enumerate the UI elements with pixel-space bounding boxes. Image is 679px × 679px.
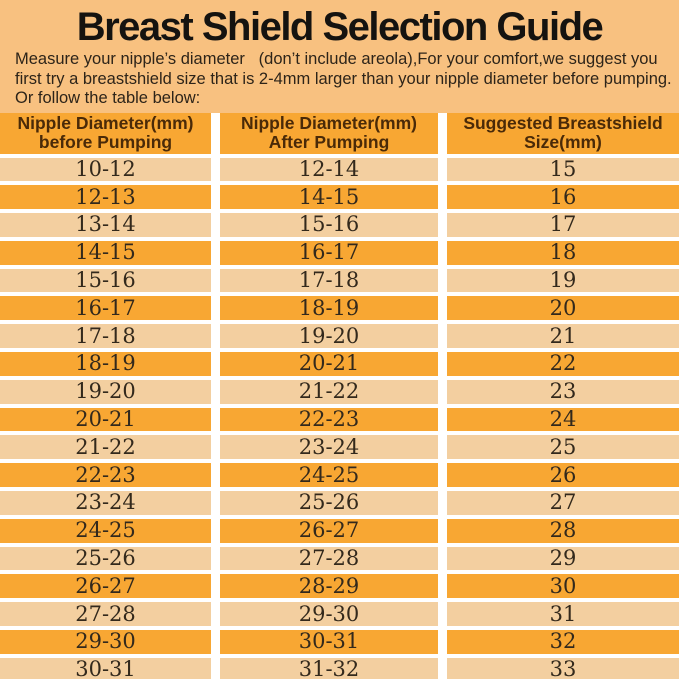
table-cell: 17-18: [220, 269, 447, 297]
intro-line: Or follow the table below:: [15, 89, 201, 107]
table-cell: 20-21: [0, 408, 220, 436]
table-cell: 14-15: [220, 185, 447, 214]
intro-text: Measure your nipple’s diameter (don’t in…: [15, 50, 679, 109]
table-row: 10-12 12-14 15: [0, 157, 679, 186]
header-line: Size(mm): [524, 132, 602, 152]
table-cell: 27: [447, 491, 679, 519]
table-cell: 28: [447, 519, 679, 547]
table-cell: 14-15: [0, 241, 220, 269]
header-row: Nipple Diameter(mm) before Pumping Nippl…: [0, 112, 679, 158]
table-row: 29-30 30-31 32: [0, 630, 679, 658]
table-row: 17-18 19-20 21: [0, 324, 679, 353]
table-cell: 31-32: [220, 658, 447, 679]
table-row: 18-19 20-21 22: [0, 352, 679, 380]
table-cell: 25: [447, 435, 679, 464]
table-cell: 27-28: [0, 602, 220, 631]
table-row: 30-31 31-32 33: [0, 658, 679, 679]
table-cell: 25-26: [0, 547, 220, 575]
header-line: Nipple Diameter(mm): [240, 113, 417, 133]
table-cell: 18-19: [220, 296, 447, 325]
table-cell: 13-14: [0, 213, 220, 241]
table-cell: 20: [447, 296, 679, 325]
header-line: Suggested Breastshield: [463, 113, 663, 133]
table-cell: 28-29: [220, 574, 447, 603]
table-row: 12-13 14-15 16: [0, 185, 679, 214]
table-cell: 22-23: [220, 408, 447, 436]
table-cell: 21-22: [0, 435, 220, 464]
table-cell: 22-23: [0, 463, 220, 492]
table-row: 16-17 18-19 20: [0, 296, 679, 325]
table-row: 19-20 21-22 23: [0, 380, 679, 408]
table-cell: 31: [447, 602, 679, 631]
table-cell: 26: [447, 463, 679, 492]
header-line: before Pumping: [38, 132, 173, 152]
table-cell: 19-20: [220, 324, 447, 353]
table-body: 10-12 12-14 15 12-13 14-15 16 13-14 15-16 17 14-1…: [0, 157, 679, 679]
table-cell: 16-17: [0, 296, 220, 325]
table-cell: 19-20: [0, 380, 220, 408]
table-cell: 24: [447, 408, 679, 436]
table-row: 27-28 29-30 31: [0, 602, 679, 631]
table-row: 15-16 17-18 19: [0, 269, 679, 297]
table-header: Nipple Diameter(mm) before Pumping Nippl…: [0, 112, 679, 158]
table-cell: 25-26: [220, 491, 447, 519]
table-cell: 16: [447, 185, 679, 214]
table-cell: 23: [447, 380, 679, 408]
table-cell: 15-16: [220, 213, 447, 241]
table-cell: 18-19: [0, 352, 220, 380]
table-row: 13-14 15-16 17: [0, 213, 679, 241]
table-cell: 15-16: [0, 269, 220, 297]
table-cell: 18: [447, 241, 679, 269]
table-cell: 26-27: [220, 519, 447, 547]
table-cell: 22: [447, 352, 679, 380]
table-cell: 33: [447, 658, 679, 679]
table-cell: 17-18: [0, 324, 220, 353]
table-cell: 23-24: [220, 435, 447, 464]
table-cell: 21: [447, 324, 679, 353]
header-line: Nipple Diameter(mm): [17, 113, 194, 133]
table-row: 23-24 25-26 27: [0, 491, 679, 519]
column-header-suggested-size: Suggested Breastshield Size(mm): [447, 112, 679, 158]
table-cell: 16-17: [220, 241, 447, 269]
page-title: Breast Shield Selection Guide: [76, 5, 604, 49]
table-row: 14-15 16-17 18: [0, 241, 679, 269]
table-cell: 15: [447, 157, 679, 186]
table-cell: 27-28: [220, 547, 447, 575]
table-cell: 12-14: [220, 157, 447, 186]
table-row: 20-21 22-23 24: [0, 408, 679, 436]
size-guide-table: Nipple Diameter(mm) before Pumping Nippl…: [0, 112, 679, 679]
table-cell: 23-24: [0, 491, 220, 519]
table-cell: 30-31: [220, 630, 447, 658]
intro-line: Measure your nipple’s diameter (don’t in…: [15, 50, 658, 68]
table-cell: 32: [447, 630, 679, 658]
table-cell: 12-13: [0, 185, 220, 214]
table-cell: 19: [447, 269, 679, 297]
intro-line: first try a breastshield size that is 2-…: [15, 69, 672, 88]
table-cell: 29-30: [0, 630, 220, 658]
header-line: After Pumping: [268, 132, 390, 152]
table-cell: 29-30: [220, 602, 447, 631]
table-cell: 20-21: [220, 352, 447, 380]
column-header-before-pumping: Nipple Diameter(mm) before Pumping: [0, 112, 220, 158]
table-cell: 26-27: [0, 574, 220, 603]
table-row: 24-25 26-27 28: [0, 519, 679, 547]
table-row: 22-23 24-25 26: [0, 463, 679, 492]
column-header-after-pumping: Nipple Diameter(mm) After Pumping: [220, 112, 447, 158]
table-cell: 10-12: [0, 157, 220, 186]
table-cell: 24-25: [220, 463, 447, 492]
table-row: 21-22 23-24 25: [0, 435, 679, 464]
table-cell: 17: [447, 213, 679, 241]
table-row: 26-27 28-29 30: [0, 574, 679, 603]
table-cell: 30-31: [0, 658, 220, 679]
table-cell: 21-22: [220, 380, 447, 408]
table-cell: 24-25: [0, 519, 220, 547]
table-row: 25-26 27-28 29: [0, 547, 679, 575]
table-cell: 30: [447, 574, 679, 603]
table-cell: 29: [447, 547, 679, 575]
